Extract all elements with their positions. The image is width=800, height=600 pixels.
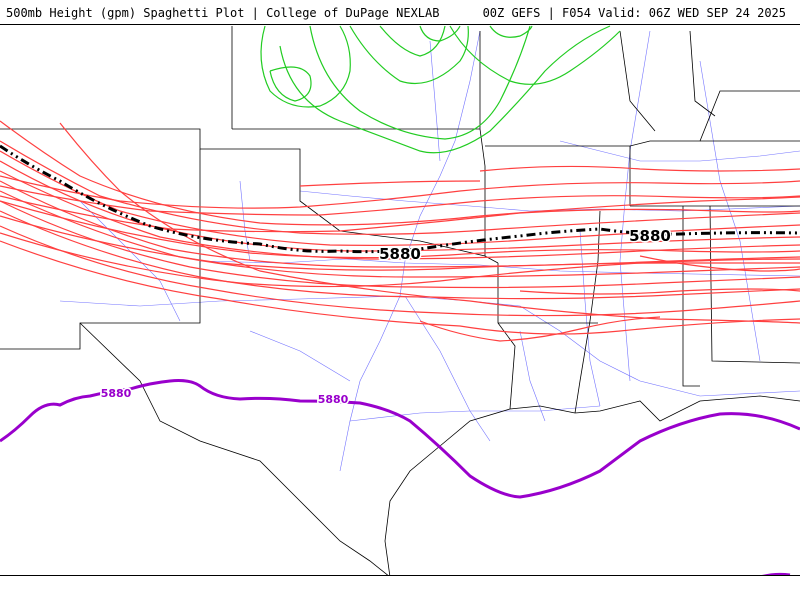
spaghetti-map: 5880 5880 5880 5880 [0,25,800,575]
climatology-5880-contour [0,379,800,575]
valid-time-label: 00Z GEFS | F054 Valid: 06Z WED SEP 24 20… [482,6,786,20]
ensemble-mean-5880-contour [0,144,800,254]
climatology-contour-label: 5880 [101,387,132,400]
plot-title: 500mb Height (gpm) Spaghetti Plot | Coll… [6,6,440,20]
mean-contour-label: 5880 [379,245,421,263]
northern-member-contours [260,25,621,154]
ensemble-member-5880-contours [0,120,800,342]
climatology-contour-label: 5880 [318,393,349,406]
state-boundaries [0,26,800,575]
mean-contour-label: 5880 [629,227,671,245]
map-panel: 5880 5880 5880 5880 [0,24,800,576]
